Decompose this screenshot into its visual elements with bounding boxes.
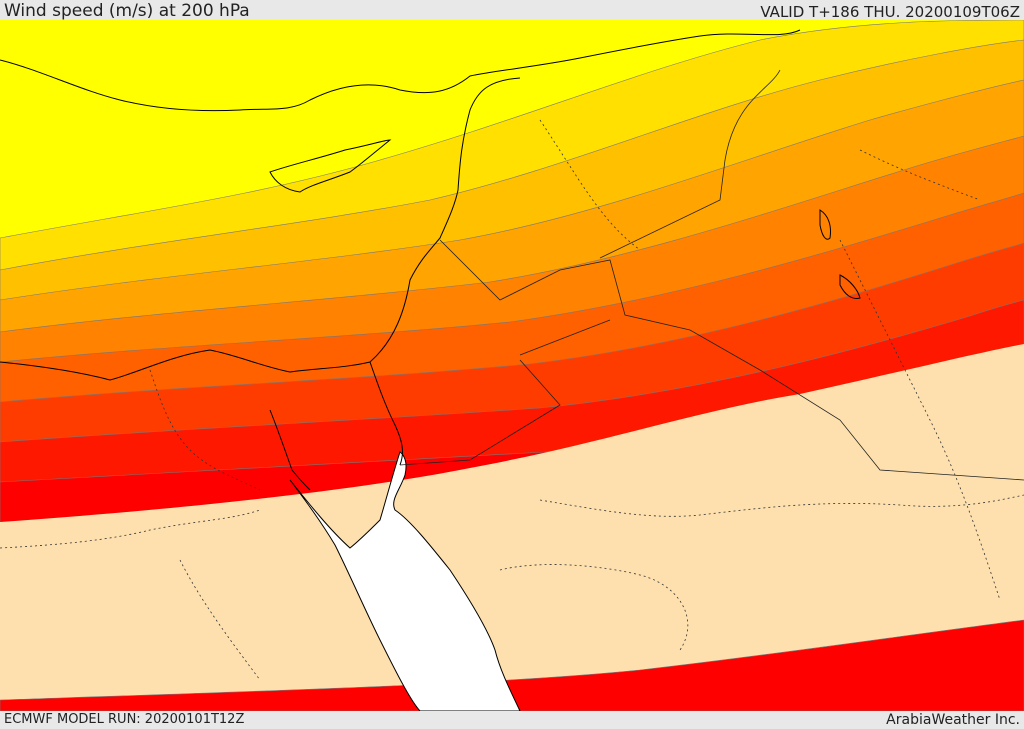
coastline-sinai: [269, 361, 403, 491]
low-wind-south: [0, 344, 1024, 700]
coastline-turkey: [0, 29, 801, 112]
footer-bar: ECMWF MODEL RUN: 20200101T12Z ArabiaWeat…: [0, 711, 1024, 729]
valid-time: VALID T+186 THU. 20200109T06Z: [760, 3, 1020, 21]
header-bar: Wind speed (m/s) at 200 hPa VALID T+186 …: [0, 0, 1024, 20]
political-borders: [399, 69, 1024, 481]
lake-outline: [819, 209, 861, 299]
wind-band-south: [0, 619, 1024, 711]
red-sea: [289, 451, 521, 711]
admin-boundaries: [0, 119, 1024, 681]
map-title: Wind speed (m/s) at 200 hPa: [4, 1, 250, 21]
wind-speed-map: [0, 20, 1024, 711]
island-cyprus: [269, 139, 392, 193]
coastline-mediterranean: [0, 77, 521, 381]
model-run-label: ECMWF MODEL RUN: 20200101T12Z: [4, 712, 245, 727]
credit-label: ArabiaWeather Inc.: [886, 712, 1020, 728]
